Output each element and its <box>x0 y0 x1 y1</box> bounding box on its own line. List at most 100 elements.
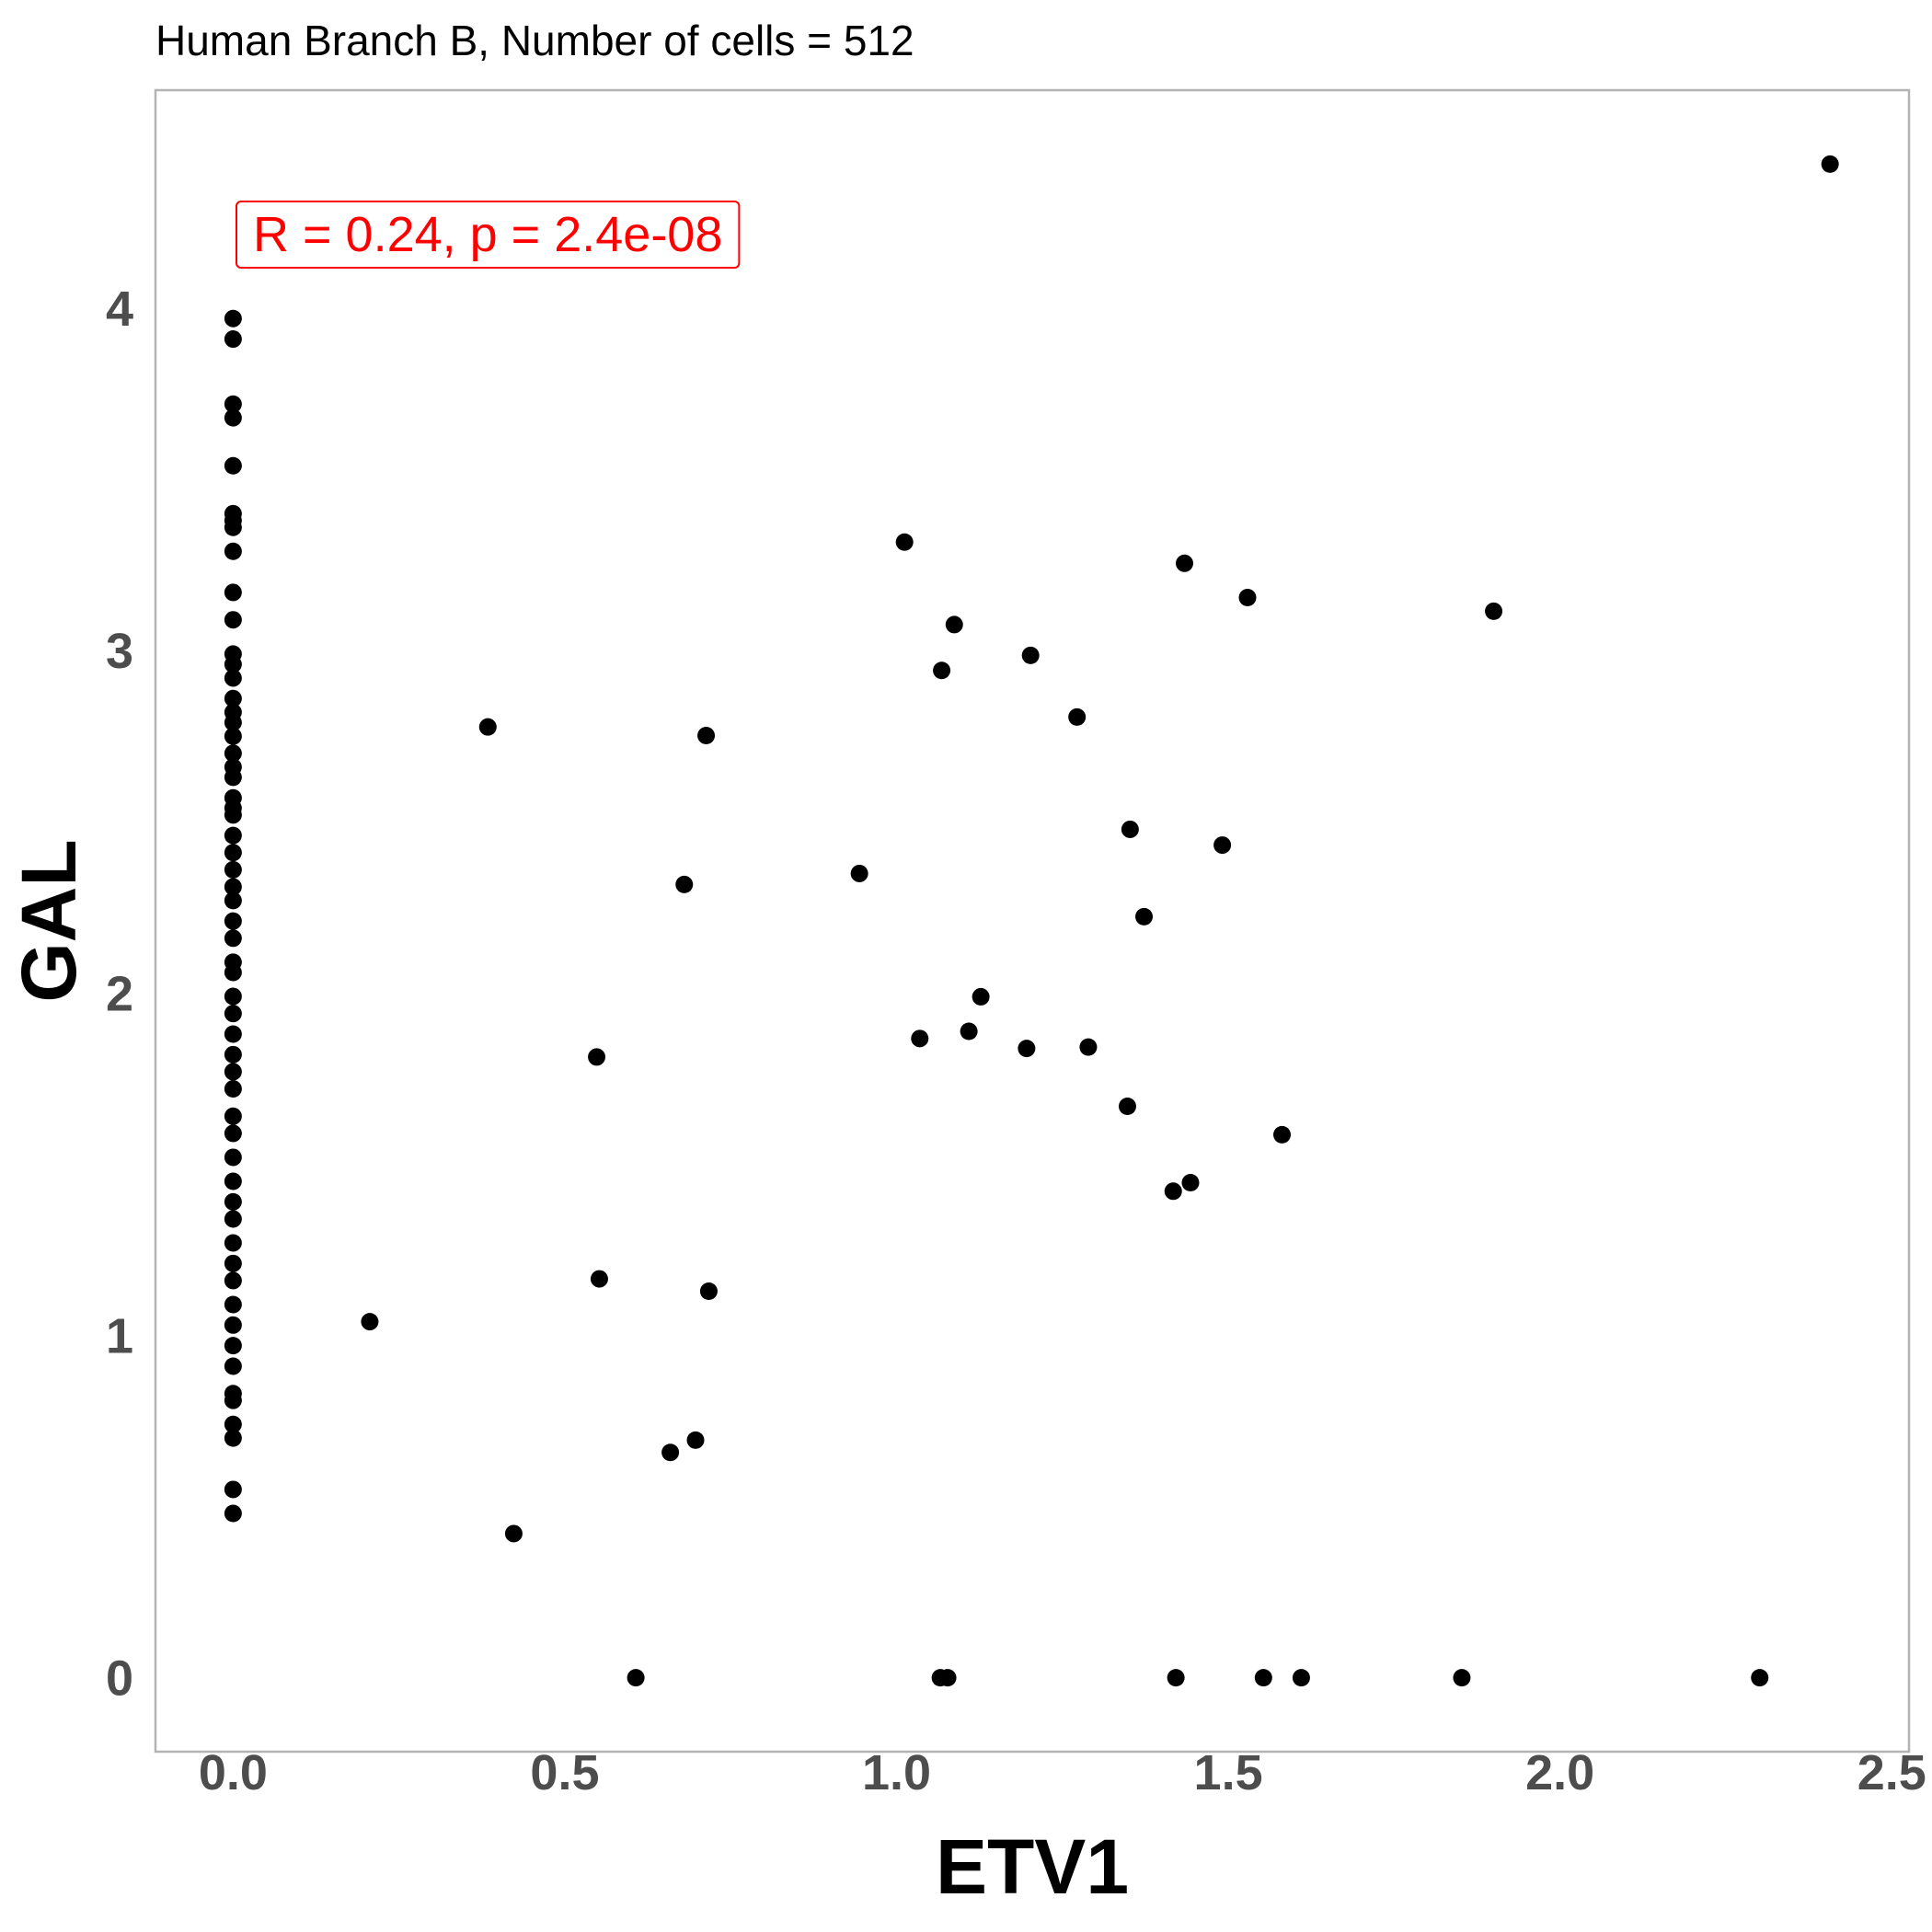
point <box>224 1124 242 1143</box>
plot-panel <box>154 88 1911 1754</box>
point <box>895 533 914 551</box>
point <box>224 655 242 673</box>
point <box>504 1524 523 1543</box>
point <box>1273 1125 1292 1144</box>
point <box>224 1063 242 1081</box>
point <box>224 987 242 1006</box>
x-tick-label: 0.0 <box>199 1745 268 1800</box>
point <box>224 669 242 687</box>
point <box>697 726 716 744</box>
point <box>1176 554 1194 572</box>
point <box>1068 707 1087 726</box>
point <box>627 1669 645 1687</box>
point <box>1485 602 1503 620</box>
point <box>224 1357 242 1375</box>
point <box>590 1270 608 1288</box>
point <box>1164 1182 1182 1201</box>
point <box>224 844 242 862</box>
point <box>224 891 242 910</box>
point <box>224 1107 242 1125</box>
point <box>224 768 242 787</box>
point <box>224 1080 242 1098</box>
point <box>224 542 242 560</box>
point <box>1167 1669 1185 1687</box>
point <box>224 1192 242 1211</box>
x-tick-label: 1.5 <box>1194 1745 1263 1800</box>
point <box>361 1313 379 1331</box>
point <box>224 1429 242 1447</box>
y-tick-label: 4 <box>106 282 133 337</box>
point <box>1118 1098 1136 1116</box>
point <box>224 1210 242 1228</box>
point <box>1079 1038 1098 1056</box>
point <box>224 1295 242 1314</box>
point <box>911 1029 929 1048</box>
x-tick-label: 2.0 <box>1525 1745 1594 1800</box>
point <box>224 1025 242 1043</box>
point <box>224 744 242 763</box>
point <box>1213 836 1232 855</box>
y-tick-label: 1 <box>106 1308 133 1363</box>
point <box>224 860 242 879</box>
point <box>224 611 242 629</box>
point <box>224 1254 242 1272</box>
y-tick-label: 3 <box>106 624 133 679</box>
y-tick-label: 2 <box>106 966 133 1021</box>
point <box>1018 1040 1036 1058</box>
point <box>1021 646 1040 664</box>
y-tick-label: 0 <box>106 1651 133 1707</box>
point <box>224 583 242 602</box>
point <box>224 826 242 845</box>
point <box>933 661 951 680</box>
point <box>588 1048 606 1066</box>
point <box>1238 589 1257 607</box>
point <box>675 875 694 893</box>
point <box>224 727 242 745</box>
point <box>1453 1669 1471 1687</box>
point <box>224 1172 242 1190</box>
point <box>972 987 990 1006</box>
point <box>945 615 963 634</box>
point <box>478 718 497 736</box>
point <box>1292 1669 1310 1687</box>
point <box>224 1234 242 1252</box>
point <box>224 689 242 707</box>
point <box>224 912 242 930</box>
point <box>224 1337 242 1355</box>
point <box>224 309 242 328</box>
point <box>224 963 242 982</box>
point <box>1751 1669 1769 1687</box>
point <box>224 1415 242 1433</box>
point <box>224 1271 242 1290</box>
point <box>224 929 242 948</box>
annotation: R = 0.24, p = 2.4e-08 <box>253 207 722 262</box>
point <box>1121 820 1139 838</box>
y-axis-title: GAL <box>6 839 92 1002</box>
point <box>1135 907 1154 926</box>
x-tick-label: 2.5 <box>1857 1745 1926 1800</box>
point <box>224 713 242 731</box>
point <box>224 518 242 536</box>
point <box>224 1005 242 1023</box>
point <box>224 395 242 413</box>
point <box>699 1282 718 1300</box>
x-axis-title: ETV1 <box>936 1823 1129 1910</box>
point <box>850 864 868 882</box>
point <box>224 1480 242 1499</box>
point <box>224 456 242 475</box>
point <box>224 806 242 824</box>
point <box>224 878 242 896</box>
point <box>960 1022 978 1041</box>
point <box>224 1391 242 1409</box>
point <box>661 1443 680 1462</box>
point <box>1181 1174 1200 1192</box>
chart-title: Human Branch B, Number of cells = 512 <box>155 17 914 64</box>
x-tick-label: 0.5 <box>530 1745 599 1800</box>
point <box>224 1148 242 1167</box>
point <box>224 1504 242 1523</box>
point <box>224 1045 242 1064</box>
point <box>1821 155 1839 173</box>
point <box>1254 1669 1272 1687</box>
point <box>938 1669 957 1687</box>
point <box>224 408 242 427</box>
